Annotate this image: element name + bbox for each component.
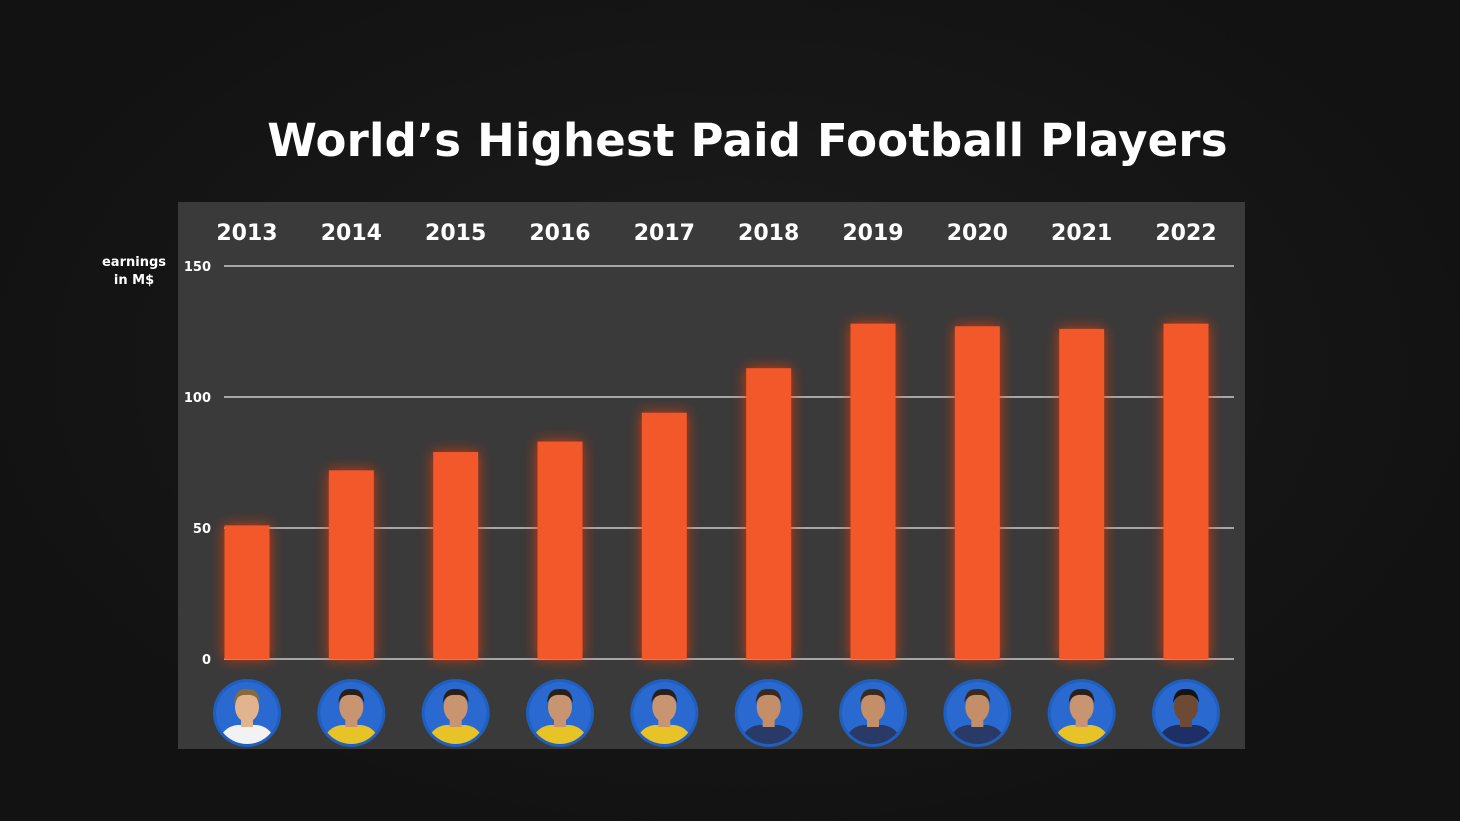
category-label: 2019 xyxy=(842,221,903,246)
chart-title: World’s Highest Paid Football Players xyxy=(267,114,1228,167)
avatar-player-c xyxy=(839,679,907,747)
y-tick-label: 100 xyxy=(184,391,211,406)
y-tick-label: 150 xyxy=(184,260,211,275)
category-label: 2022 xyxy=(1155,221,1216,246)
bar-2014 xyxy=(328,470,374,659)
bar-2019 xyxy=(850,323,896,659)
bar-2016 xyxy=(537,441,583,659)
category-label: 2013 xyxy=(216,221,277,246)
avatar-player-b xyxy=(630,679,699,747)
y-tick-labels: 0 50 100 150 xyxy=(184,260,211,668)
avatar-player-d xyxy=(1152,679,1220,747)
y-axis-label: earnings in M$ xyxy=(92,254,176,290)
bars xyxy=(224,323,1209,659)
category-labels: 2013 2014 2015 2016 2017 2018 2019 2020 2021 2022 xyxy=(216,221,1216,246)
y-tick-label: 0 xyxy=(202,653,211,668)
avatar-player-b xyxy=(1047,679,1116,747)
category-label: 2017 xyxy=(634,221,695,246)
category-label: 2020 xyxy=(947,221,1008,246)
y-axis-label-line-2: in M$ xyxy=(113,273,155,288)
avatar-player-c xyxy=(734,679,803,747)
bar-2021 xyxy=(1059,328,1105,659)
bar-2018 xyxy=(746,368,792,659)
player-avatars xyxy=(213,679,1220,747)
avatar-player-b xyxy=(526,679,594,747)
category-label: 2018 xyxy=(738,221,799,246)
bar-2013 xyxy=(224,525,270,659)
category-label: 2016 xyxy=(529,221,590,246)
category-label: 2021 xyxy=(1051,221,1112,246)
avatar-player-b xyxy=(421,679,490,747)
avatar-player-a xyxy=(213,679,281,747)
bar-2015 xyxy=(433,452,479,659)
avatar-player-c xyxy=(943,679,1012,747)
y-axis-label-line-1: earnings xyxy=(101,255,166,270)
y-tick-label: 50 xyxy=(193,522,211,537)
category-label: 2015 xyxy=(425,221,486,246)
category-label: 2014 xyxy=(321,221,382,246)
bar-2017 xyxy=(641,412,687,659)
avatar-player-b xyxy=(317,679,386,747)
bar-2020 xyxy=(954,326,1000,659)
bar-2022 xyxy=(1163,323,1209,659)
